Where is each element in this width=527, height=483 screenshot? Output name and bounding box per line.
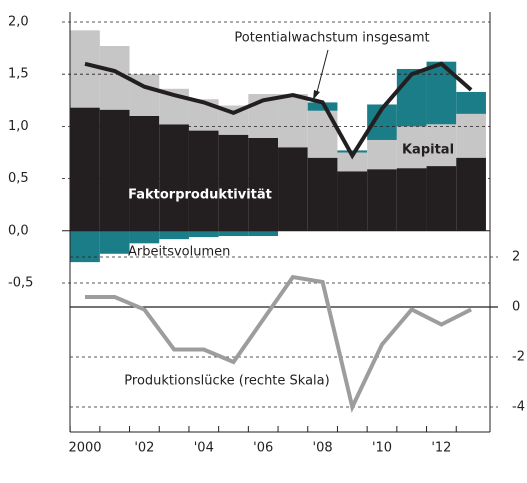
bar [248, 137, 279, 231]
y2-tick-label: 2 [512, 250, 520, 265]
x-tick-label: '02 [134, 441, 154, 456]
bar [278, 147, 308, 231]
bar [456, 157, 486, 231]
y2-tick-label: -2 [512, 350, 525, 365]
bar [337, 150, 368, 153]
x-tick-label: '06 [253, 441, 273, 456]
bar [129, 230, 160, 244]
bar [396, 68, 427, 127]
bar [307, 157, 338, 231]
bar [426, 166, 457, 231]
y-tick-label: 1,0 [8, 119, 29, 134]
bar [307, 102, 338, 111]
x-tick-label: '08 [313, 441, 333, 456]
bar [278, 94, 308, 148]
bar [129, 115, 160, 231]
bar [396, 168, 427, 231]
bar [188, 230, 219, 238]
bar [70, 30, 100, 108]
annotation: Potentialwachstum insgesamt [234, 31, 429, 46]
line [85, 274, 473, 413]
y-tick-label: 0,5 [8, 171, 29, 186]
y-tick-label: 1,5 [8, 67, 29, 82]
annotation: Arbeitsvolumen [128, 245, 230, 260]
bar [70, 107, 100, 231]
bar [159, 124, 189, 231]
label-bg [116, 371, 338, 391]
bar [159, 230, 189, 240]
bar [218, 230, 249, 237]
bar [337, 171, 368, 231]
bar [218, 134, 249, 231]
arrow-head [313, 90, 320, 100]
y2-tick-label: 0 [512, 300, 520, 315]
bar [367, 169, 397, 231]
y-tick-label: 0,0 [8, 223, 29, 238]
bar [456, 113, 486, 158]
y-tick-label: 2,0 [8, 15, 29, 30]
arrow [315, 49, 329, 97]
bar [396, 126, 427, 169]
bar [426, 124, 457, 167]
bar [248, 230, 279, 237]
bar [99, 109, 130, 231]
bar [367, 139, 397, 170]
annotation: Faktorproduktivität [128, 188, 272, 203]
line [84, 61, 473, 160]
annotation: Produktionslücke (rechte Skala) [124, 374, 329, 389]
bar [337, 152, 368, 172]
y-tick-label: -0,5 [8, 276, 33, 291]
y2-tick-label: -4 [512, 400, 525, 415]
x-tick-label: '04 [194, 441, 214, 456]
bar [99, 230, 130, 254]
x-tick-label: 2000 [68, 441, 101, 456]
bar [456, 91, 486, 114]
label-bg [228, 28, 438, 48]
x-tick-label: '10 [372, 441, 392, 456]
x-tick-label: '12 [431, 441, 451, 456]
bar [188, 130, 219, 231]
bar [70, 230, 100, 263]
annotation: Kapital [402, 143, 454, 158]
